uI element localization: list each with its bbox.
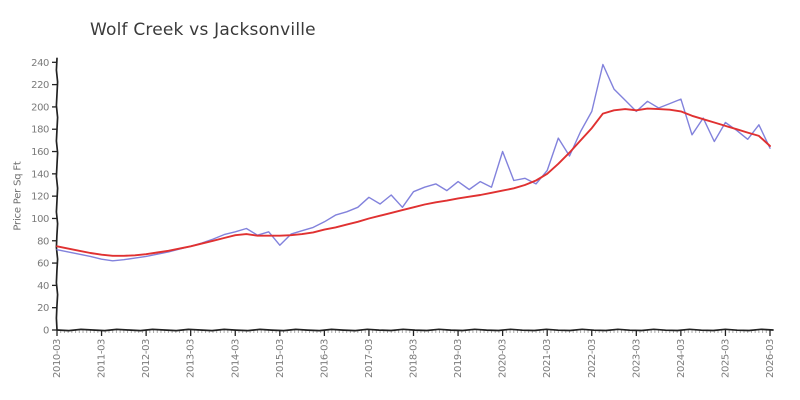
svg-text:2024-03: 2024-03 bbox=[676, 339, 687, 378]
svg-text:20: 20 bbox=[37, 303, 49, 314]
svg-text:160: 160 bbox=[31, 147, 49, 158]
svg-text:2019-03: 2019-03 bbox=[453, 339, 464, 378]
svg-text:60: 60 bbox=[37, 259, 49, 270]
svg-text:2018-03: 2018-03 bbox=[409, 339, 420, 378]
svg-text:100: 100 bbox=[31, 214, 49, 225]
y-axis-label: Price Per Sq Ft bbox=[12, 161, 24, 231]
svg-text:2021-03: 2021-03 bbox=[542, 339, 553, 378]
svg-text:2025-03: 2025-03 bbox=[720, 339, 731, 378]
svg-text:80: 80 bbox=[37, 236, 49, 247]
svg-text:2020-03: 2020-03 bbox=[498, 339, 509, 378]
svg-text:2026-03: 2026-03 bbox=[765, 339, 776, 378]
svg-text:40: 40 bbox=[37, 281, 49, 292]
svg-text:0: 0 bbox=[43, 326, 49, 337]
svg-text:2010-03: 2010-03 bbox=[52, 339, 63, 378]
svg-text:120: 120 bbox=[31, 192, 49, 203]
svg-text:2023-03: 2023-03 bbox=[631, 339, 642, 378]
svg-text:2011-03: 2011-03 bbox=[97, 339, 108, 378]
svg-text:2016-03: 2016-03 bbox=[319, 339, 330, 378]
svg-text:240: 240 bbox=[31, 58, 49, 69]
svg-text:2012-03: 2012-03 bbox=[141, 339, 152, 378]
svg-text:2014-03: 2014-03 bbox=[230, 339, 241, 378]
svg-text:220: 220 bbox=[31, 80, 49, 91]
svg-text:2022-03: 2022-03 bbox=[587, 339, 598, 378]
svg-text:2013-03: 2013-03 bbox=[186, 339, 197, 378]
svg-text:200: 200 bbox=[31, 102, 49, 113]
chart-title: Wolf Creek vs Jacksonville bbox=[90, 20, 316, 40]
svg-text:140: 140 bbox=[31, 169, 49, 180]
svg-text:180: 180 bbox=[31, 125, 49, 136]
svg-text:2015-03: 2015-03 bbox=[275, 339, 286, 378]
svg-text:2017-03: 2017-03 bbox=[364, 339, 375, 378]
